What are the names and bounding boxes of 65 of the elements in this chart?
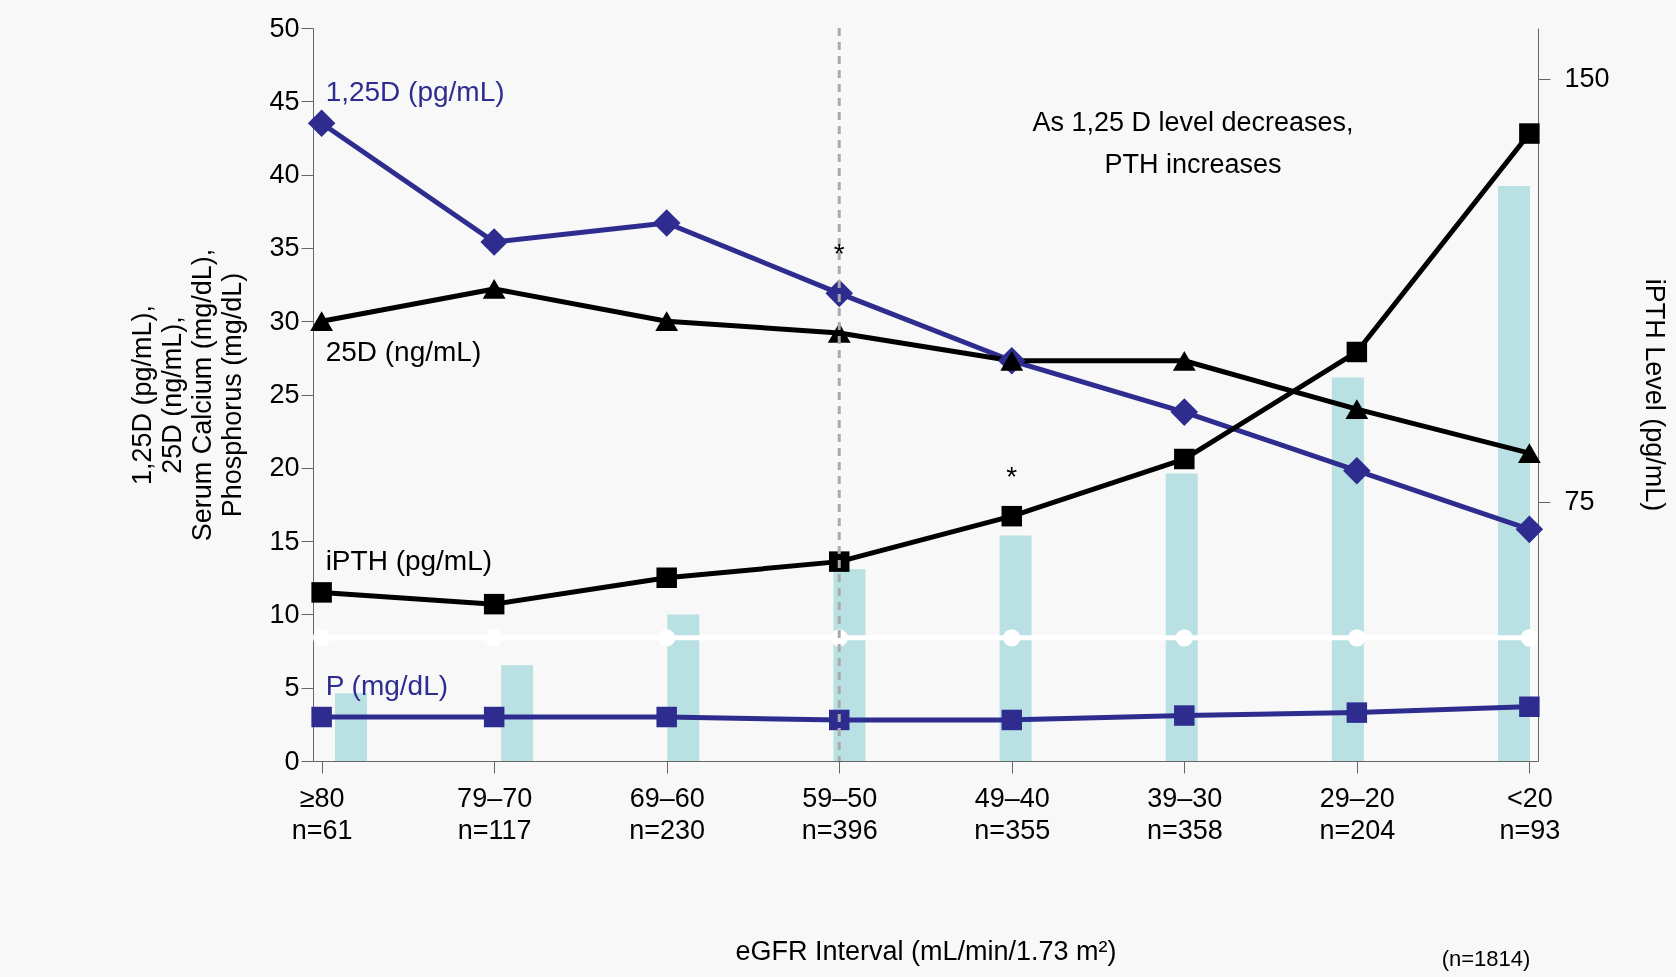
- x-tick-label: <20 n=93: [1499, 782, 1561, 845]
- point: [1517, 443, 1541, 464]
- point: [1170, 398, 1199, 426]
- y-tick-label: 35: [269, 232, 300, 263]
- y-tick-label: 40: [269, 159, 300, 190]
- point: [656, 706, 677, 728]
- point: [483, 593, 505, 615]
- y-tick-label: 5: [284, 672, 300, 703]
- point: [482, 279, 506, 299]
- y-tick-label: 15: [269, 525, 300, 556]
- y2-axis-title: iPTH Level (pg/mL): [1639, 278, 1670, 512]
- y-axis-title: 1,25D (pg/mL), 25D (ng/mL), Serum Calcium (mg/dL), Phosphorus (mg/dL): [127, 248, 248, 542]
- point: [1519, 696, 1540, 717]
- point: [1348, 629, 1366, 647]
- y2-tick-label: 150: [1564, 63, 1610, 94]
- x-tick-label: 79–70 n=117: [457, 782, 533, 845]
- x-axis-title: eGFR Interval (mL/min/1.73 m²): [735, 935, 1117, 966]
- point: [655, 311, 679, 332]
- y-tick-label: 25: [269, 379, 300, 409]
- text: (n=1814): [1441, 946, 1531, 971]
- point: [480, 228, 508, 256]
- point: [307, 109, 336, 138]
- y-tick-label: 45: [269, 85, 300, 116]
- point: [1172, 350, 1196, 371]
- point: [1520, 629, 1539, 647]
- point: [1003, 629, 1021, 647]
- point: [311, 582, 332, 603]
- x-tick-label: 59–50 n=396: [801, 782, 878, 845]
- y-tick-label: 20: [269, 452, 300, 483]
- point: [656, 567, 677, 588]
- series-label: iPTH (pg/mL): [325, 545, 493, 577]
- point: [1001, 505, 1023, 527]
- point: [1346, 341, 1368, 363]
- point: [1346, 702, 1368, 723]
- y-tick-label: 0: [284, 745, 300, 776]
- series-label: 25D (ng/mL): [325, 336, 482, 368]
- point: [828, 551, 850, 572]
- point: [1515, 515, 1544, 544]
- x-tick-label: 29–20 n=204: [1319, 782, 1396, 845]
- annotation: *: [1006, 461, 1018, 493]
- x-tick-label: ≥80 n=61: [291, 782, 353, 845]
- point: [1174, 705, 1195, 726]
- point: [1174, 448, 1195, 470]
- annotation: *: [833, 238, 845, 270]
- point: [1343, 456, 1371, 485]
- point: [1001, 709, 1023, 731]
- point: [311, 706, 332, 728]
- point: [658, 629, 676, 647]
- y-tick-label: 30: [269, 305, 300, 336]
- point: [310, 311, 334, 332]
- x-tick-label: 39–30 n=358: [1146, 782, 1223, 845]
- y2-tick-label: 75: [1564, 486, 1595, 517]
- x-tick-label: 69–60 n=230: [629, 782, 706, 845]
- point: [1519, 123, 1540, 144]
- series-label: 1,25D (pg/mL): [325, 76, 505, 108]
- x-tick-label: 49–40 n=355: [974, 782, 1051, 845]
- point: [652, 209, 681, 237]
- point: [1345, 399, 1369, 420]
- annotation: As 1,25 D level decreases, PTH increases: [1032, 107, 1354, 179]
- y-tick-label: 50: [269, 12, 300, 43]
- point: [312, 629, 331, 647]
- series-label: P (mg/dL): [325, 670, 449, 702]
- y-tick-label: 10: [269, 598, 300, 629]
- point: [1175, 629, 1193, 647]
- point: [483, 706, 505, 728]
